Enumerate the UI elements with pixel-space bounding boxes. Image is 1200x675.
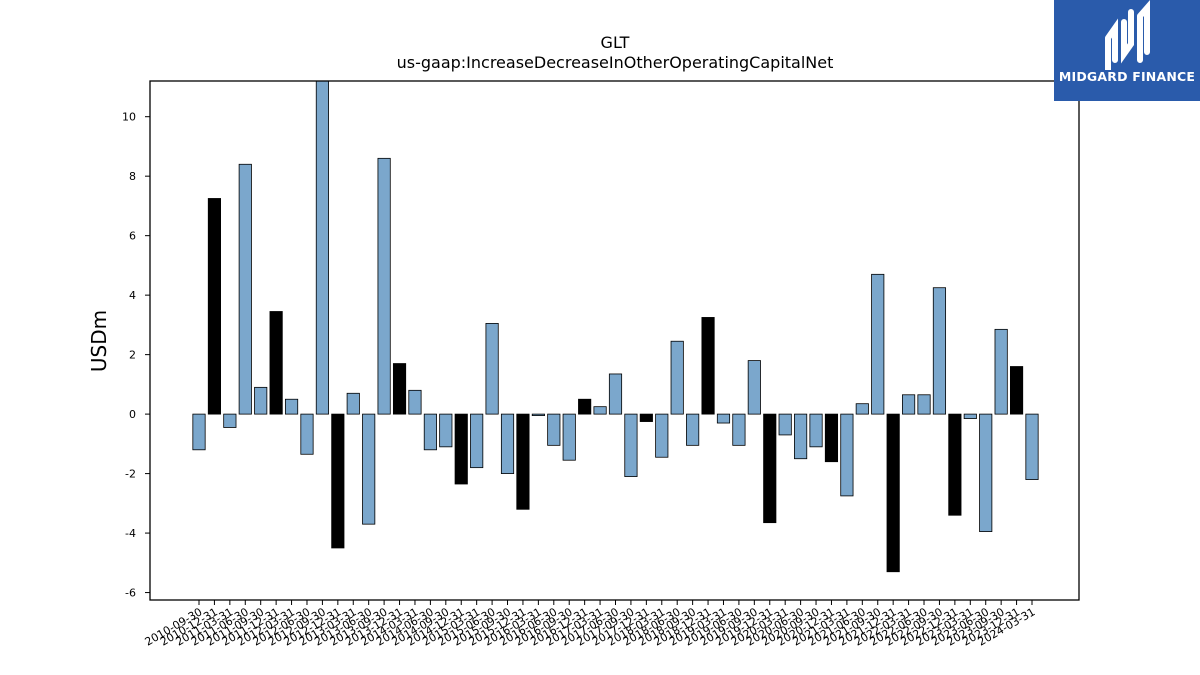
chart-title: GLT — [601, 33, 630, 52]
bar-2014-06-30 — [423, 413, 437, 451]
y-tick-label: 6 — [129, 230, 136, 243]
bar-2023-12-31 — [1010, 366, 1024, 415]
bar-2017-03-31 — [593, 406, 607, 415]
bar-2023-09-30 — [994, 328, 1008, 415]
bar-2016-09-30 — [562, 413, 576, 461]
y-tick-label: -2 — [125, 468, 136, 481]
bar-2017-09-30 — [624, 413, 638, 477]
bar-2013-06-30 — [362, 413, 376, 525]
bar-2020-06-30 — [794, 413, 808, 460]
y-tick-label: 8 — [129, 170, 136, 183]
bar-2020-03-31 — [778, 413, 792, 436]
chart-subtitle: us-gaap:IncreaseDecreaseInOtherOperating… — [397, 53, 834, 72]
bar-2021-03-31 — [840, 413, 854, 497]
bar-2018-09-30 — [686, 413, 700, 446]
bars-group — [192, 80, 1039, 573]
bar-2023-06-30 — [979, 413, 993, 532]
bar-2015-03-31 — [470, 413, 484, 469]
bar-2011-03-31 — [223, 413, 237, 428]
bar-2010-09-30 — [192, 413, 206, 451]
y-tick-label: -6 — [125, 587, 136, 600]
bar-2018-03-31 — [655, 413, 669, 458]
bar-2018-06-30 — [670, 340, 684, 415]
bar-2014-09-30 — [439, 413, 453, 448]
plot-frame — [149, 80, 1080, 601]
bar-2013-09-30 — [377, 157, 391, 415]
bar-2019-03-31 — [716, 413, 731, 424]
bar-2020-12-31 — [824, 413, 839, 463]
bar-2021-09-30 — [871, 273, 885, 415]
bar-2011-12-31 — [269, 311, 283, 415]
bar-2012-06-30 — [300, 413, 314, 455]
bar-2011-09-30 — [254, 386, 268, 415]
x-axis-ticks: 2010-09-302010-12-312011-03-312011-06-30… — [143, 600, 1038, 649]
bar-2021-12-31 — [886, 413, 900, 573]
bar-2019-09-30 — [747, 360, 761, 415]
bar-2016-03-31 — [531, 413, 545, 416]
bar-2015-12-31 — [516, 413, 530, 510]
bar-2022-09-30 — [932, 287, 947, 415]
bar-2012-12-31 — [331, 413, 345, 549]
bar-2023-03-31 — [963, 413, 977, 419]
bar-2016-06-30 — [547, 413, 561, 446]
y-axis-label: USDm — [87, 310, 111, 372]
bar-2013-12-31 — [392, 363, 407, 415]
bar-2019-12-31 — [763, 413, 777, 524]
bar-2015-09-30 — [500, 413, 515, 474]
bar-2014-03-31 — [408, 389, 422, 415]
bar-2011-06-30 — [238, 163, 252, 415]
bar-2022-03-31 — [902, 394, 916, 415]
midgard-finance-logo: MIDGARD FINANCE — [1054, 0, 1200, 101]
y-tick-label: 2 — [129, 349, 136, 362]
bar-2010-12-31 — [207, 198, 221, 415]
bar-2019-06-30 — [732, 413, 746, 446]
logo-text: MIDGARD FINANCE — [1058, 69, 1196, 84]
bar-2022-12-31 — [948, 413, 962, 516]
bar-2022-06-30 — [917, 394, 931, 415]
bar-2012-03-31 — [284, 398, 299, 415]
bar-2013-03-31 — [346, 392, 360, 415]
bar-2024-03-31 — [1025, 413, 1039, 480]
y-axis-ticks: -6 -4 -2 0 2 4 6 8 10 — [122, 111, 150, 600]
bar-2015-06-30 — [485, 322, 499, 415]
bar-2014-12-31 — [454, 413, 468, 485]
bar-2012-09-30 — [315, 80, 329, 415]
y-tick-label: -4 — [125, 527, 136, 540]
bar-2020-09-30 — [809, 413, 823, 448]
bar-2016-12-31 — [578, 398, 592, 415]
bar-2017-06-30 — [608, 373, 623, 415]
y-tick-label: 10 — [122, 111, 136, 124]
bar-2021-06-30 — [855, 403, 869, 415]
midgard-logo-icon — [1105, 0, 1150, 70]
y-tick-label: 4 — [129, 289, 136, 302]
bar-2017-12-31 — [639, 413, 653, 422]
y-tick-label: 0 — [129, 408, 136, 421]
bar-2018-12-31 — [701, 317, 715, 415]
